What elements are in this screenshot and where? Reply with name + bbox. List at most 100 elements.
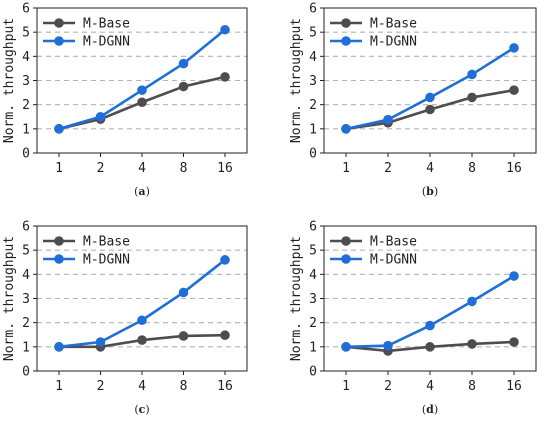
y-tick-label: 2 xyxy=(309,316,317,331)
data-point-m-dgnn xyxy=(54,342,64,352)
y-axis-label: Norm. throughput xyxy=(289,236,304,361)
chart-panel-d: 0 1 2 3 4 5 6 1 2 4 8 16 Norm. throughput M-Base M-DGN… xyxy=(289,220,537,416)
data-point-m-dgnn xyxy=(178,287,189,298)
x-tick-label: 1 xyxy=(55,379,63,394)
panel-caption: (d) xyxy=(422,403,438,416)
x-tick-label: 1 xyxy=(342,161,350,176)
data-point-m-base xyxy=(467,339,477,349)
y-tick-label: 6 xyxy=(22,220,30,235)
x-tick-label: 16 xyxy=(217,161,233,176)
caption-close-paren: ) xyxy=(434,185,438,198)
x-tick-label: 8 xyxy=(468,161,476,176)
y-tick-label: 0 xyxy=(309,147,317,162)
caption-close-paren: ) xyxy=(145,403,149,416)
y-tick-label: 1 xyxy=(309,340,317,355)
panel-caption: (b) xyxy=(422,185,438,198)
data-point-m-dgnn xyxy=(137,85,147,95)
series-line-m-dgnn xyxy=(345,274,515,349)
y-axis-label: Norm. throughput xyxy=(2,236,17,361)
x-tick-label: 8 xyxy=(180,379,188,394)
legend-marker xyxy=(341,18,351,28)
legend-label: M-Base xyxy=(83,235,130,250)
data-point-m-dgnn xyxy=(54,124,64,134)
caption-letter: c xyxy=(139,403,146,416)
legend-label: M-Base xyxy=(83,17,130,32)
caption-close-paren: ) xyxy=(146,185,150,198)
data-point-m-base xyxy=(509,85,519,95)
panel-caption: (c) xyxy=(134,403,149,416)
panel-caption: (a) xyxy=(134,185,150,198)
caption-open-paren: ( xyxy=(422,403,426,416)
data-point-m-dgnn xyxy=(467,296,477,307)
data-point-m-base xyxy=(137,97,147,108)
data-point-m-dgnn xyxy=(425,92,435,103)
x-tick-label: 8 xyxy=(468,379,476,394)
caption-open-paren: ( xyxy=(134,403,138,416)
x-tick-label: 4 xyxy=(426,161,434,176)
legend-marker xyxy=(341,254,351,264)
legend: M-Base M-DGNN xyxy=(330,235,417,268)
caption-letter: b xyxy=(426,185,434,198)
x-tick-label: 16 xyxy=(506,161,522,176)
y-tick-label: 5 xyxy=(309,26,317,41)
data-point-m-dgnn xyxy=(220,24,230,35)
y-tick-label: 3 xyxy=(22,74,30,89)
data-point-m-base xyxy=(137,335,147,345)
legend: M-Base M-DGNN xyxy=(43,17,130,50)
legend-label: M-DGNN xyxy=(83,35,130,50)
series-line-m-dgnn xyxy=(58,258,226,349)
data-point-m-base xyxy=(425,104,435,115)
y-tick-label: 1 xyxy=(309,122,317,137)
data-point-m-dgnn xyxy=(95,337,106,347)
data-point-m-dgnn xyxy=(467,69,477,80)
data-point-m-dgnn xyxy=(341,124,351,134)
x-tick-label: 8 xyxy=(180,161,188,176)
caption-open-paren: ( xyxy=(422,185,426,198)
legend-label: M-DGNN xyxy=(370,253,417,268)
y-tick-label: 0 xyxy=(22,147,30,162)
legend-label: M-DGNN xyxy=(83,253,130,268)
y-tick-label: 2 xyxy=(22,316,30,331)
data-point-m-dgnn xyxy=(220,255,230,265)
x-tick-label: 4 xyxy=(138,379,146,394)
chart-panel-b: 0 1 2 3 4 5 6 1 2 4 8 16 Norm. throughput M-Base M-DGN… xyxy=(289,2,537,198)
data-point-m-base xyxy=(178,81,189,92)
legend: M-Base M-DGNN xyxy=(330,17,417,50)
data-point-m-dgnn xyxy=(509,43,519,53)
caption-open-paren: ( xyxy=(134,185,138,198)
caption-close-paren: ) xyxy=(434,403,438,416)
data-point-m-base xyxy=(220,72,230,82)
chart-panel-c: 0 1 2 3 4 5 6 1 2 4 8 16 Norm. throughput M-Base M-DGN… xyxy=(2,220,248,416)
x-tick-label: 2 xyxy=(384,379,392,394)
x-tick-label: 2 xyxy=(97,161,105,176)
y-tick-label: 2 xyxy=(22,98,30,113)
caption-letter: d xyxy=(426,403,434,416)
data-point-m-dgnn xyxy=(137,315,147,326)
legend-marker xyxy=(54,18,64,28)
data-point-m-base xyxy=(425,342,435,352)
y-tick-label: 4 xyxy=(22,50,30,65)
caption-letter: a xyxy=(138,185,145,198)
y-tick-label: 1 xyxy=(22,340,30,355)
legend-marker xyxy=(54,36,64,46)
x-tick-label: 16 xyxy=(506,379,522,394)
data-point-m-base xyxy=(220,330,230,341)
y-tick-label: 6 xyxy=(309,2,317,17)
data-point-m-dgnn xyxy=(425,320,435,331)
y-tick-label: 3 xyxy=(309,292,317,307)
y-tick-label: 6 xyxy=(22,2,30,17)
legend-label: M-DGNN xyxy=(370,35,417,50)
x-tick-label: 4 xyxy=(426,379,434,394)
data-point-m-base xyxy=(467,92,477,103)
y-axis-label: Norm. throughput xyxy=(289,18,304,143)
x-tick-label: 4 xyxy=(138,161,146,176)
y-tick-label: 6 xyxy=(309,220,317,235)
data-point-m-dgnn xyxy=(383,114,393,125)
data-point-m-base xyxy=(509,337,519,347)
legend-marker xyxy=(54,236,64,246)
y-axis-label: Norm. throughput xyxy=(2,18,17,143)
data-point-m-dgnn xyxy=(383,340,393,351)
legend-marker xyxy=(341,236,351,246)
legend-marker xyxy=(54,254,64,264)
